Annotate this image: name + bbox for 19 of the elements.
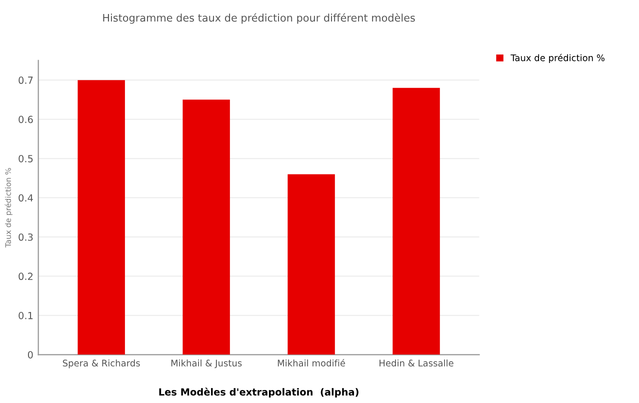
- x-tick-label: Mikhail modifié: [278, 359, 346, 366]
- bar: [288, 174, 335, 355]
- y-tick-label: 0.6: [18, 116, 33, 124]
- y-tick-label: 0.5: [18, 154, 33, 162]
- bar: [78, 80, 125, 355]
- y-tick-label: 0.7: [18, 76, 33, 84]
- x-tick-label: Spera & Richards: [62, 360, 140, 368]
- chart-title: Histogramme des taux de prédiction pour différent modèles: [103, 13, 415, 24]
- x-tick-label: Hedin & Lassalle: [380, 360, 454, 366]
- y-tick-label: 0.3: [18, 233, 33, 241]
- bar: [182, 100, 230, 355]
- y-tick-label: 0.1: [18, 312, 33, 320]
- legend-label: Taux de prédiction %: [510, 54, 605, 63]
- x-tick-label: Mikhail & Justus: [171, 360, 242, 368]
- y-tick-label: 0: [28, 351, 33, 358]
- y-tick-label: 0.2: [18, 272, 33, 280]
- bar: [392, 88, 440, 355]
- x-axis-title: Les Modèles d'extrapolation (alpha): [159, 388, 358, 398]
- y-tick-label: 0.4: [18, 194, 33, 202]
